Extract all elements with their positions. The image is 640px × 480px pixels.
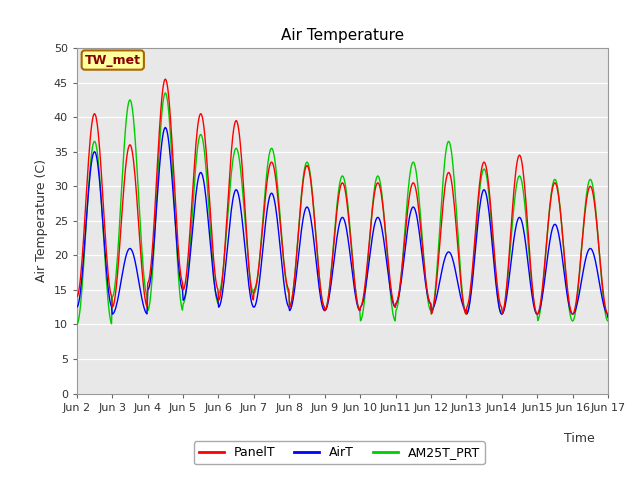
Y-axis label: Air Temperature (C): Air Temperature (C) — [35, 159, 48, 282]
Text: TW_met: TW_met — [84, 54, 141, 67]
Title: Air Temperature: Air Temperature — [281, 28, 404, 43]
Legend: PanelT, AirT, AM25T_PRT: PanelT, AirT, AM25T_PRT — [193, 441, 485, 464]
Text: Time: Time — [564, 432, 595, 445]
